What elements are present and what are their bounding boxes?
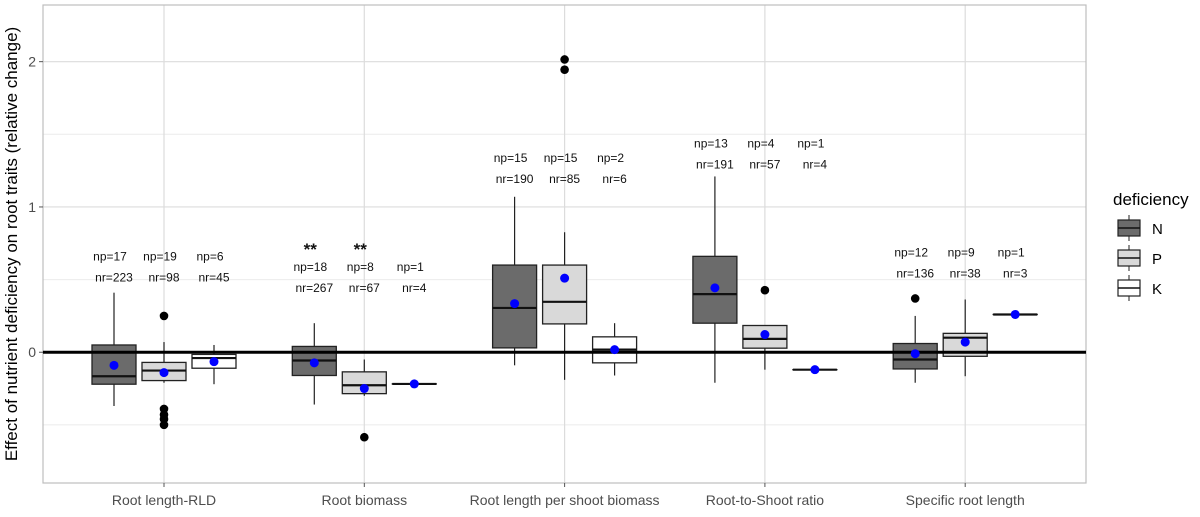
- box-N: [493, 197, 537, 366]
- outlier-point: [761, 286, 770, 295]
- box-N: [893, 294, 937, 383]
- mean-point: [911, 349, 920, 358]
- legend: deficiency NPK: [1113, 190, 1189, 301]
- y-tick-label: 2: [28, 54, 36, 70]
- mean-point: [160, 368, 169, 377]
- x-tick-label: Root biomass: [322, 492, 408, 508]
- y-tick-label: 1: [28, 199, 36, 215]
- mean-point: [310, 358, 319, 367]
- nr-label: nr=67: [349, 281, 380, 295]
- np-label: np=15: [494, 151, 528, 165]
- significance-label: **: [304, 240, 318, 259]
- mean-point: [110, 361, 119, 370]
- outlier-point: [160, 421, 169, 430]
- box-N: [92, 293, 136, 406]
- np-label: np=1: [998, 245, 1025, 259]
- mean-point: [360, 384, 369, 393]
- mean-point: [810, 365, 819, 374]
- mean-point: [961, 338, 970, 347]
- np-label: np=2: [597, 151, 624, 165]
- np-label: np=9: [948, 245, 975, 259]
- np-label: np=15: [544, 151, 578, 165]
- x-tick-label: Specific root length: [906, 492, 1025, 508]
- np-label: np=4: [747, 136, 774, 150]
- nr-label: nr=223: [95, 271, 133, 285]
- np-label: np=18: [293, 260, 327, 274]
- nr-label: nr=136: [896, 266, 934, 280]
- mean-point: [510, 299, 519, 308]
- mean-point: [610, 345, 619, 354]
- nr-label: nr=191: [696, 157, 734, 171]
- legend-label: K: [1152, 281, 1162, 298]
- y-tick-label: 0: [28, 344, 36, 360]
- nr-label: nr=190: [496, 172, 534, 186]
- legend-label: P: [1152, 251, 1162, 268]
- np-label: np=8: [347, 260, 374, 274]
- nr-label: nr=267: [295, 281, 333, 295]
- nr-label: nr=45: [198, 271, 229, 285]
- nr-label: nr=4: [402, 281, 427, 295]
- nr-label: nr=98: [148, 271, 179, 285]
- np-label: np=12: [894, 245, 928, 259]
- np-label: np=6: [196, 250, 223, 264]
- np-label: np=1: [397, 260, 424, 274]
- y-axis-title: Effect of nutrient deficiency on root tr…: [2, 27, 21, 461]
- outlier-point: [360, 433, 369, 442]
- np-label: np=17: [93, 250, 127, 264]
- legend-key-P: P: [1118, 245, 1162, 271]
- nr-label: nr=3: [1003, 266, 1028, 280]
- mean-point: [210, 357, 219, 366]
- legend-key-N: N: [1118, 215, 1163, 241]
- np-label: np=1: [797, 136, 824, 150]
- legend-key-K: K: [1118, 275, 1162, 301]
- nr-label: nr=38: [950, 266, 981, 280]
- outlier-point: [160, 312, 169, 321]
- mean-point: [1011, 310, 1020, 319]
- mean-point: [760, 330, 769, 339]
- x-tick-label: Root length-RLD: [112, 492, 216, 508]
- mean-point: [560, 274, 569, 283]
- outlier-point: [911, 294, 920, 303]
- nr-label: nr=57: [749, 157, 780, 171]
- nr-label: nr=6: [602, 172, 627, 186]
- significance-label: **: [354, 240, 368, 259]
- x-tick-label: Root length per shoot biomass: [470, 492, 660, 508]
- mean-point: [410, 379, 419, 388]
- np-label: np=19: [143, 250, 177, 264]
- outlier-point: [560, 55, 569, 64]
- mean-point: [710, 283, 719, 292]
- nr-label: nr=85: [549, 172, 580, 186]
- x-tick-label: Root-to-Shoot ratio: [706, 492, 824, 508]
- np-label: np=13: [694, 136, 728, 150]
- outlier-point: [560, 65, 569, 74]
- legend-title: deficiency: [1113, 190, 1189, 209]
- nr-label: nr=4: [803, 157, 828, 171]
- legend-label: N: [1152, 221, 1163, 238]
